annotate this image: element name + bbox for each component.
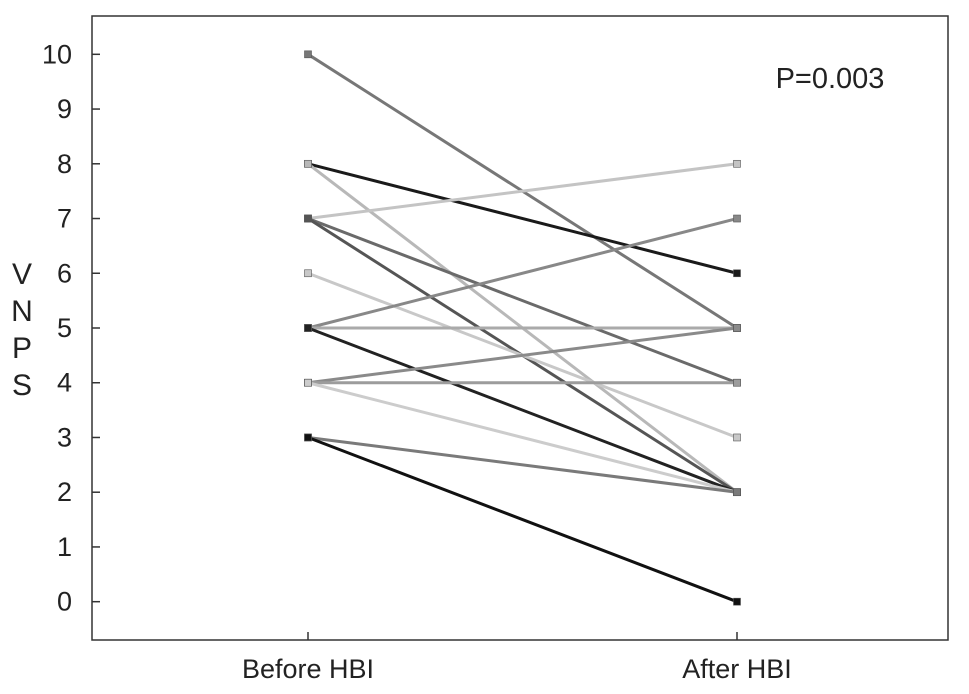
y-axis-label-letter: N: [11, 295, 33, 328]
series-line: [306, 326, 739, 494]
series-point-marker: [733, 214, 741, 223]
series-point-marker: [304, 378, 312, 387]
y-tick-label: 8: [57, 149, 72, 179]
y-tick-label: 3: [57, 422, 72, 452]
series-lines: [306, 52, 739, 604]
y-tick-label: 10: [42, 39, 72, 69]
series-line: [306, 217, 739, 330]
p-value-annotation: P=0.003: [776, 63, 885, 95]
y-tick-label: 1: [57, 532, 72, 562]
series-line: [306, 217, 739, 385]
y-tick-label: 4: [57, 368, 72, 398]
series-point-marker: [304, 214, 312, 223]
x-tick-label: After HBI: [682, 654, 792, 684]
y-tick-label: 5: [57, 313, 72, 343]
series-point-marker: [733, 269, 741, 278]
y-axis-label-letter: V: [12, 258, 32, 291]
y-axis-ticks: 0 1 2 3 4 5 6 7 8 9 10: [42, 39, 100, 617]
series-line: [306, 435, 739, 604]
y-axis-label-letter: S: [12, 369, 32, 402]
series-point-marker: [304, 50, 312, 59]
y-tick-label: 9: [57, 94, 72, 124]
series-line: [306, 326, 739, 385]
series-point-marker: [733, 597, 741, 606]
series-line: [306, 435, 739, 494]
series-point-marker: [304, 159, 312, 168]
series-line: [306, 162, 739, 275]
series-point-marker: [733, 433, 741, 442]
series-point-marker: [733, 488, 741, 497]
y-axis-label-letter: P: [12, 332, 32, 365]
series-line: [306, 162, 739, 221]
x-tick-label: Before HBI: [242, 654, 374, 684]
y-tick-label: 2: [57, 477, 72, 507]
x-axis-ticks: Before HBI After HBI: [242, 632, 792, 684]
y-tick-label: 0: [57, 587, 72, 617]
series-point-marker: [304, 324, 312, 332]
series-point-marker: [304, 433, 312, 442]
series-point-marker: [304, 269, 312, 278]
series-point-marker: [733, 324, 741, 332]
series-point-marker: [733, 378, 741, 387]
y-tick-label: 6: [57, 258, 72, 288]
series-point-marker: [733, 159, 741, 168]
series-line: [306, 381, 739, 494]
series-markers: [304, 50, 741, 606]
y-tick-label: 7: [57, 204, 72, 234]
